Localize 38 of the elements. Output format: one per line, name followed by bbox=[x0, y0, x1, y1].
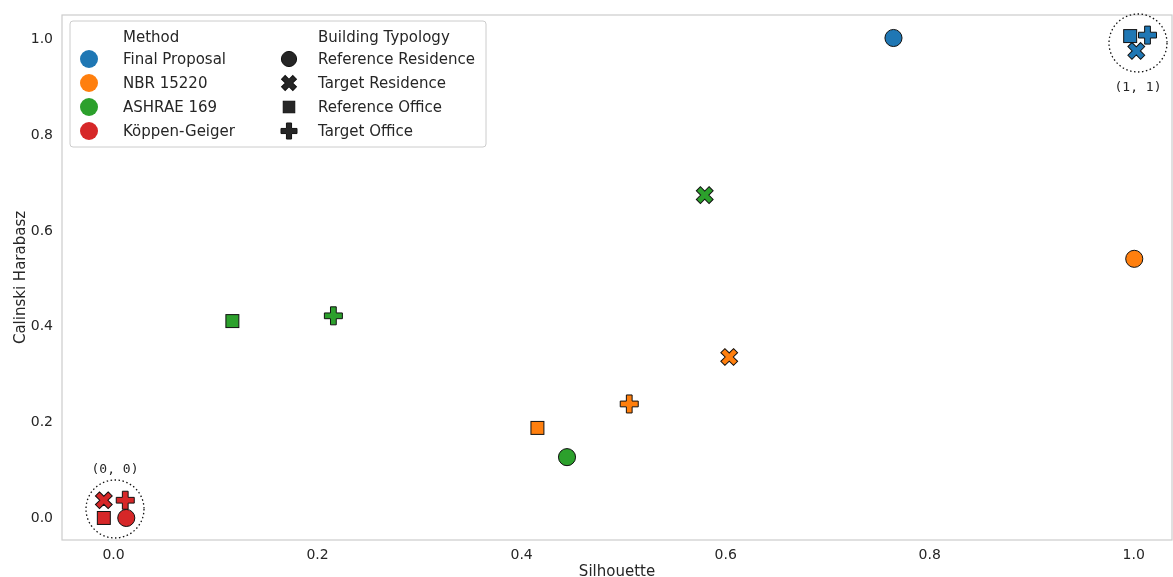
y-tick-label: 1.0 bbox=[30, 29, 53, 46]
point bbox=[323, 306, 343, 326]
point bbox=[884, 28, 903, 48]
annotation: Reference Residence bbox=[318, 50, 475, 68]
x-tick-label: 0.8 bbox=[918, 545, 941, 562]
y-tick-label: 0.6 bbox=[30, 221, 54, 238]
annotation: Target Residence bbox=[317, 74, 446, 92]
annotation: Target Office bbox=[317, 122, 413, 140]
legend-label: NBR 15220 bbox=[123, 74, 208, 92]
y-tick-label: 0.8 bbox=[30, 125, 53, 142]
point bbox=[695, 186, 714, 205]
point bbox=[530, 420, 545, 435]
y-tick-label: 0.4 bbox=[30, 317, 54, 334]
x-tick-label: 1.0 bbox=[1122, 545, 1145, 562]
point bbox=[96, 510, 111, 525]
y-tick-label: 0.0 bbox=[30, 508, 53, 525]
annotation: (0, 0) bbox=[91, 461, 139, 476]
point bbox=[94, 491, 113, 510]
legend-title: Method bbox=[123, 28, 180, 46]
point bbox=[117, 508, 136, 528]
legend-label: Final Proposal bbox=[123, 50, 227, 68]
point bbox=[225, 314, 240, 329]
x-tick-label: 0.2 bbox=[306, 545, 329, 562]
annotation: (1, 1) bbox=[1114, 79, 1162, 94]
x-axis-title: Silhouette bbox=[578, 562, 656, 577]
annotation: Building Typology bbox=[318, 28, 450, 46]
x-tick-label: 0.0 bbox=[102, 545, 125, 562]
legend-label: Köppen-Geiger bbox=[123, 122, 236, 140]
y-axis-title: Calinski Harabasz bbox=[11, 210, 29, 345]
y-tick-label: 0.2 bbox=[30, 413, 53, 430]
point bbox=[619, 394, 639, 414]
point bbox=[1125, 249, 1144, 268]
x-tick-label: 0.6 bbox=[714, 545, 737, 562]
annotation: Reference Office bbox=[318, 98, 443, 116]
point bbox=[557, 448, 577, 467]
point bbox=[720, 348, 739, 366]
x-tick-label: 0.4 bbox=[510, 545, 533, 562]
legend-label: ASHRAE 169 bbox=[123, 98, 218, 116]
